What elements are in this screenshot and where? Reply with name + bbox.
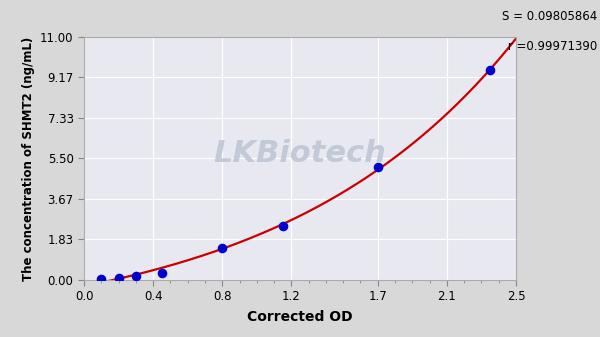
Point (278, 223, 287, 228)
Point (131, 273, 140, 278)
Point (373, 164, 383, 170)
X-axis label: Corrected OD: Corrected OD (247, 310, 353, 324)
Text: LKBiotech: LKBiotech (214, 139, 386, 168)
Point (485, 67, 495, 73)
Point (114, 275, 124, 280)
Point (97, 276, 106, 281)
Point (157, 270, 167, 276)
Point (217, 245, 227, 250)
Text: S = 0.09805864: S = 0.09805864 (502, 10, 597, 23)
Y-axis label: The concentration of SHMT2 (ng/mL): The concentration of SHMT2 (ng/mL) (22, 36, 35, 280)
Text: r =0.99971390: r =0.99971390 (504, 40, 597, 54)
